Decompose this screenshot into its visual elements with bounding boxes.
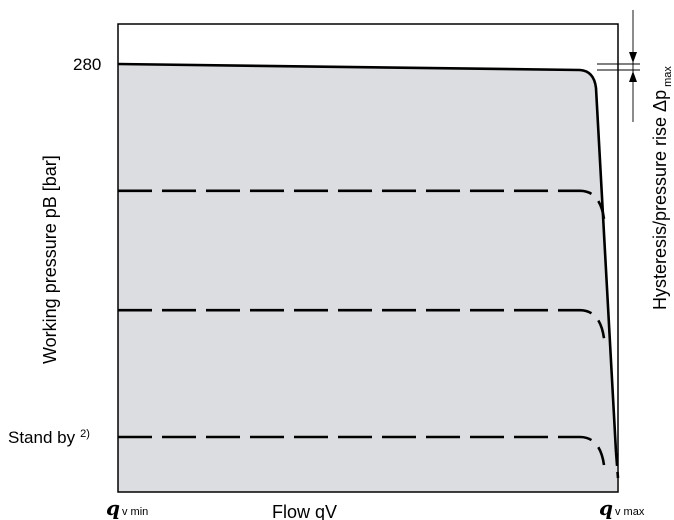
x-axis-title: Flow qV — [272, 502, 337, 520]
hysteresis-label-text: Hysteresis/pressure rise Δp — [650, 90, 670, 310]
y-tick-280: 280 — [73, 55, 101, 74]
curve-1 — [118, 189, 606, 220]
curve-tail — [614, 451, 620, 479]
hysteresis-indicator — [597, 10, 640, 122]
x-tick-qv-max-symbol: q — [599, 496, 613, 520]
x-tick-qv-min-symbol: q — [106, 496, 120, 520]
y-axis-title: Working pressure pB [bar] — [40, 155, 60, 364]
curve-0 — [117, 62, 618, 453]
hysteresis-arrow-up — [629, 71, 637, 82]
y-tick-standby-text: Stand by — [8, 428, 76, 447]
x-tick-qv-min-sub: v min — [122, 506, 148, 518]
y-tick-standby: Stand by 2) — [8, 428, 90, 447]
x-tick-qv-max-sub: v max — [615, 506, 645, 518]
hysteresis-label: Hysteresis/pressure rise Δp max — [650, 66, 674, 310]
operating-region — [118, 64, 617, 492]
y-tick-standby-sup: 2) — [80, 428, 90, 440]
hysteresis-arrow-down — [629, 52, 637, 63]
curve-2 — [118, 308, 606, 339]
plot-frame — [117, 23, 619, 493]
curves — [117, 62, 620, 479]
curve-3 — [118, 435, 606, 466]
hysteresis-label-sub: max — [662, 66, 674, 87]
